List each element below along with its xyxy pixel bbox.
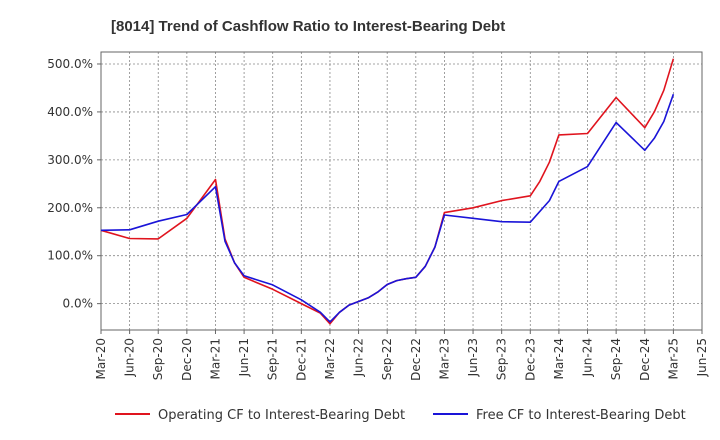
legend-label: Operating CF to Interest-Bearing Debt: [158, 408, 405, 423]
x-tick-label: Dec-20: [180, 338, 194, 381]
y-tick-label: 200.0%: [47, 201, 93, 215]
x-tick-label: Jun-25: [695, 338, 709, 377]
x-tick-label: Jun-20: [123, 338, 137, 377]
grid: [100, 52, 703, 330]
y-tick-label: 100.0%: [47, 249, 93, 263]
y-tick-label: 400.0%: [47, 105, 93, 119]
x-tick-label: Sep-21: [266, 338, 280, 380]
x-tick-label: Jun-22: [352, 338, 366, 377]
legend-label: Free CF to Interest-Bearing Debt: [476, 408, 686, 423]
x-tick-label: Sep-22: [380, 338, 394, 380]
x-tick-label: Jun-24: [581, 338, 595, 377]
x-tick-label: Sep-23: [495, 338, 509, 380]
x-tick-label: Mar-23: [437, 338, 451, 379]
x-tick-label: Mar-20: [94, 338, 108, 379]
series-line-free-cf: [100, 93, 675, 323]
x-tick-label: Dec-22: [409, 338, 423, 381]
x-tick-label: Dec-23: [523, 338, 537, 381]
y-axis: 0.0% 100.0% 200.0% 300.0% 400.0% 500.0%: [47, 57, 101, 311]
y-tick-label: 500.0%: [47, 57, 93, 71]
x-tick-label: Jun-23: [466, 338, 480, 377]
x-tick-label: Mar-22: [323, 338, 337, 379]
y-tick-label: 300.0%: [47, 153, 93, 167]
chart-title: [8014] Trend of Cashflow Ratio to Intere…: [111, 18, 505, 35]
series-lines: [100, 58, 675, 325]
x-tick-label: Jun-21: [237, 338, 251, 377]
y-tick-label: 0.0%: [63, 297, 94, 311]
x-tick-label: Dec-21: [294, 338, 308, 381]
legend: Operating CF to Interest-Bearing Debt Fre…: [115, 408, 686, 423]
x-tick-label: Mar-21: [208, 338, 222, 379]
x-tick-label: Sep-20: [151, 338, 165, 380]
x-axis: Mar-20 Jun-20 Sep-20 Dec-20 Mar-21 Jun-21 Sep-…: [94, 330, 709, 381]
x-tick-label: Mar-24: [552, 338, 566, 379]
x-tick-label: Dec-24: [638, 338, 652, 381]
x-tick-label: Sep-24: [609, 338, 623, 380]
plot-frame: [100, 51, 703, 331]
x-tick-label: Mar-25: [666, 338, 680, 379]
